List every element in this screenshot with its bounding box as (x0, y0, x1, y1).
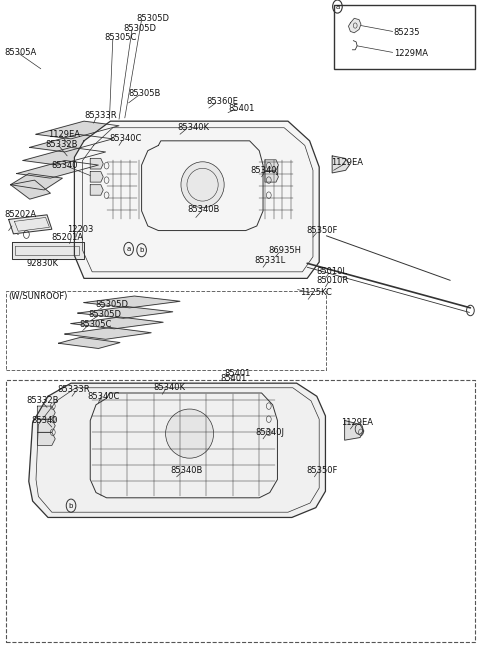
Text: 85010L: 85010L (317, 267, 348, 276)
Text: 85340B: 85340B (170, 466, 203, 475)
Text: 85202A: 85202A (5, 210, 37, 219)
Text: 1129EA: 1129EA (48, 130, 80, 139)
Polygon shape (11, 174, 62, 190)
Text: 85332B: 85332B (46, 140, 78, 149)
Polygon shape (332, 156, 349, 173)
Text: 85305C: 85305C (79, 320, 111, 329)
Bar (6, 291, 326, 370)
Polygon shape (348, 18, 361, 33)
Ellipse shape (166, 409, 214, 458)
Polygon shape (59, 337, 120, 348)
Polygon shape (23, 147, 106, 165)
Text: 85305D: 85305D (124, 24, 157, 33)
Polygon shape (37, 419, 55, 432)
Polygon shape (265, 172, 278, 182)
Text: 85305B: 85305B (129, 89, 161, 98)
Text: 85305D: 85305D (137, 14, 170, 23)
Text: 86935H: 86935H (269, 246, 302, 255)
Text: 1129EA: 1129EA (341, 418, 373, 427)
Polygon shape (71, 317, 163, 329)
Polygon shape (12, 242, 84, 259)
Text: 1129EA: 1129EA (331, 158, 363, 167)
Text: 85305D: 85305D (89, 310, 122, 319)
Polygon shape (65, 328, 151, 339)
Text: 85305C: 85305C (105, 33, 137, 43)
Polygon shape (11, 180, 50, 199)
Text: b: b (139, 247, 144, 253)
Text: 85401: 85401 (228, 103, 254, 113)
Polygon shape (37, 432, 55, 445)
Text: b: b (69, 502, 73, 509)
Text: 12203: 12203 (67, 225, 94, 234)
Text: 85333R: 85333R (58, 385, 90, 394)
Text: 85340J: 85340J (255, 428, 284, 437)
Polygon shape (78, 307, 173, 318)
Text: 85340C: 85340C (109, 134, 142, 143)
Polygon shape (9, 215, 52, 234)
Text: 85340K: 85340K (178, 123, 210, 132)
Polygon shape (84, 296, 180, 308)
Text: 85235: 85235 (394, 28, 420, 37)
Text: 85340: 85340 (31, 416, 58, 425)
Text: 85331L: 85331L (254, 255, 286, 265)
Polygon shape (36, 121, 119, 139)
Ellipse shape (181, 162, 224, 208)
Text: 85350F: 85350F (306, 226, 337, 235)
Polygon shape (30, 134, 113, 152)
Text: 85201A: 85201A (52, 233, 84, 242)
Text: a: a (127, 246, 131, 252)
Text: 1229MA: 1229MA (394, 49, 428, 58)
Text: (W/SUNROOF): (W/SUNROOF) (9, 291, 68, 301)
Text: a: a (336, 3, 339, 10)
Text: 85305A: 85305A (5, 48, 37, 57)
Polygon shape (74, 121, 319, 278)
Text: 85340J: 85340J (251, 166, 279, 175)
Text: 85401: 85401 (225, 369, 251, 378)
Polygon shape (29, 383, 325, 517)
Bar (6, 380, 475, 642)
Polygon shape (17, 160, 98, 178)
Text: 85360E: 85360E (206, 97, 238, 106)
Polygon shape (90, 185, 103, 195)
Text: 85340C: 85340C (87, 392, 120, 401)
Text: 85340: 85340 (52, 160, 78, 170)
Text: 85340K: 85340K (154, 383, 186, 392)
Polygon shape (90, 159, 103, 169)
Text: 85010R: 85010R (317, 276, 349, 285)
Text: 1125KC: 1125KC (300, 288, 332, 297)
Polygon shape (37, 406, 55, 419)
Polygon shape (90, 172, 103, 182)
Text: 85401: 85401 (221, 374, 247, 383)
Text: 85350F: 85350F (306, 466, 337, 475)
Text: 92830K: 92830K (26, 259, 59, 268)
Text: 85333R: 85333R (84, 111, 117, 121)
Polygon shape (265, 160, 278, 170)
Text: 85340B: 85340B (187, 205, 219, 214)
Bar (334, 5, 475, 69)
Text: 85305D: 85305D (95, 300, 128, 309)
Polygon shape (345, 421, 364, 440)
Text: 85332B: 85332B (26, 396, 59, 405)
